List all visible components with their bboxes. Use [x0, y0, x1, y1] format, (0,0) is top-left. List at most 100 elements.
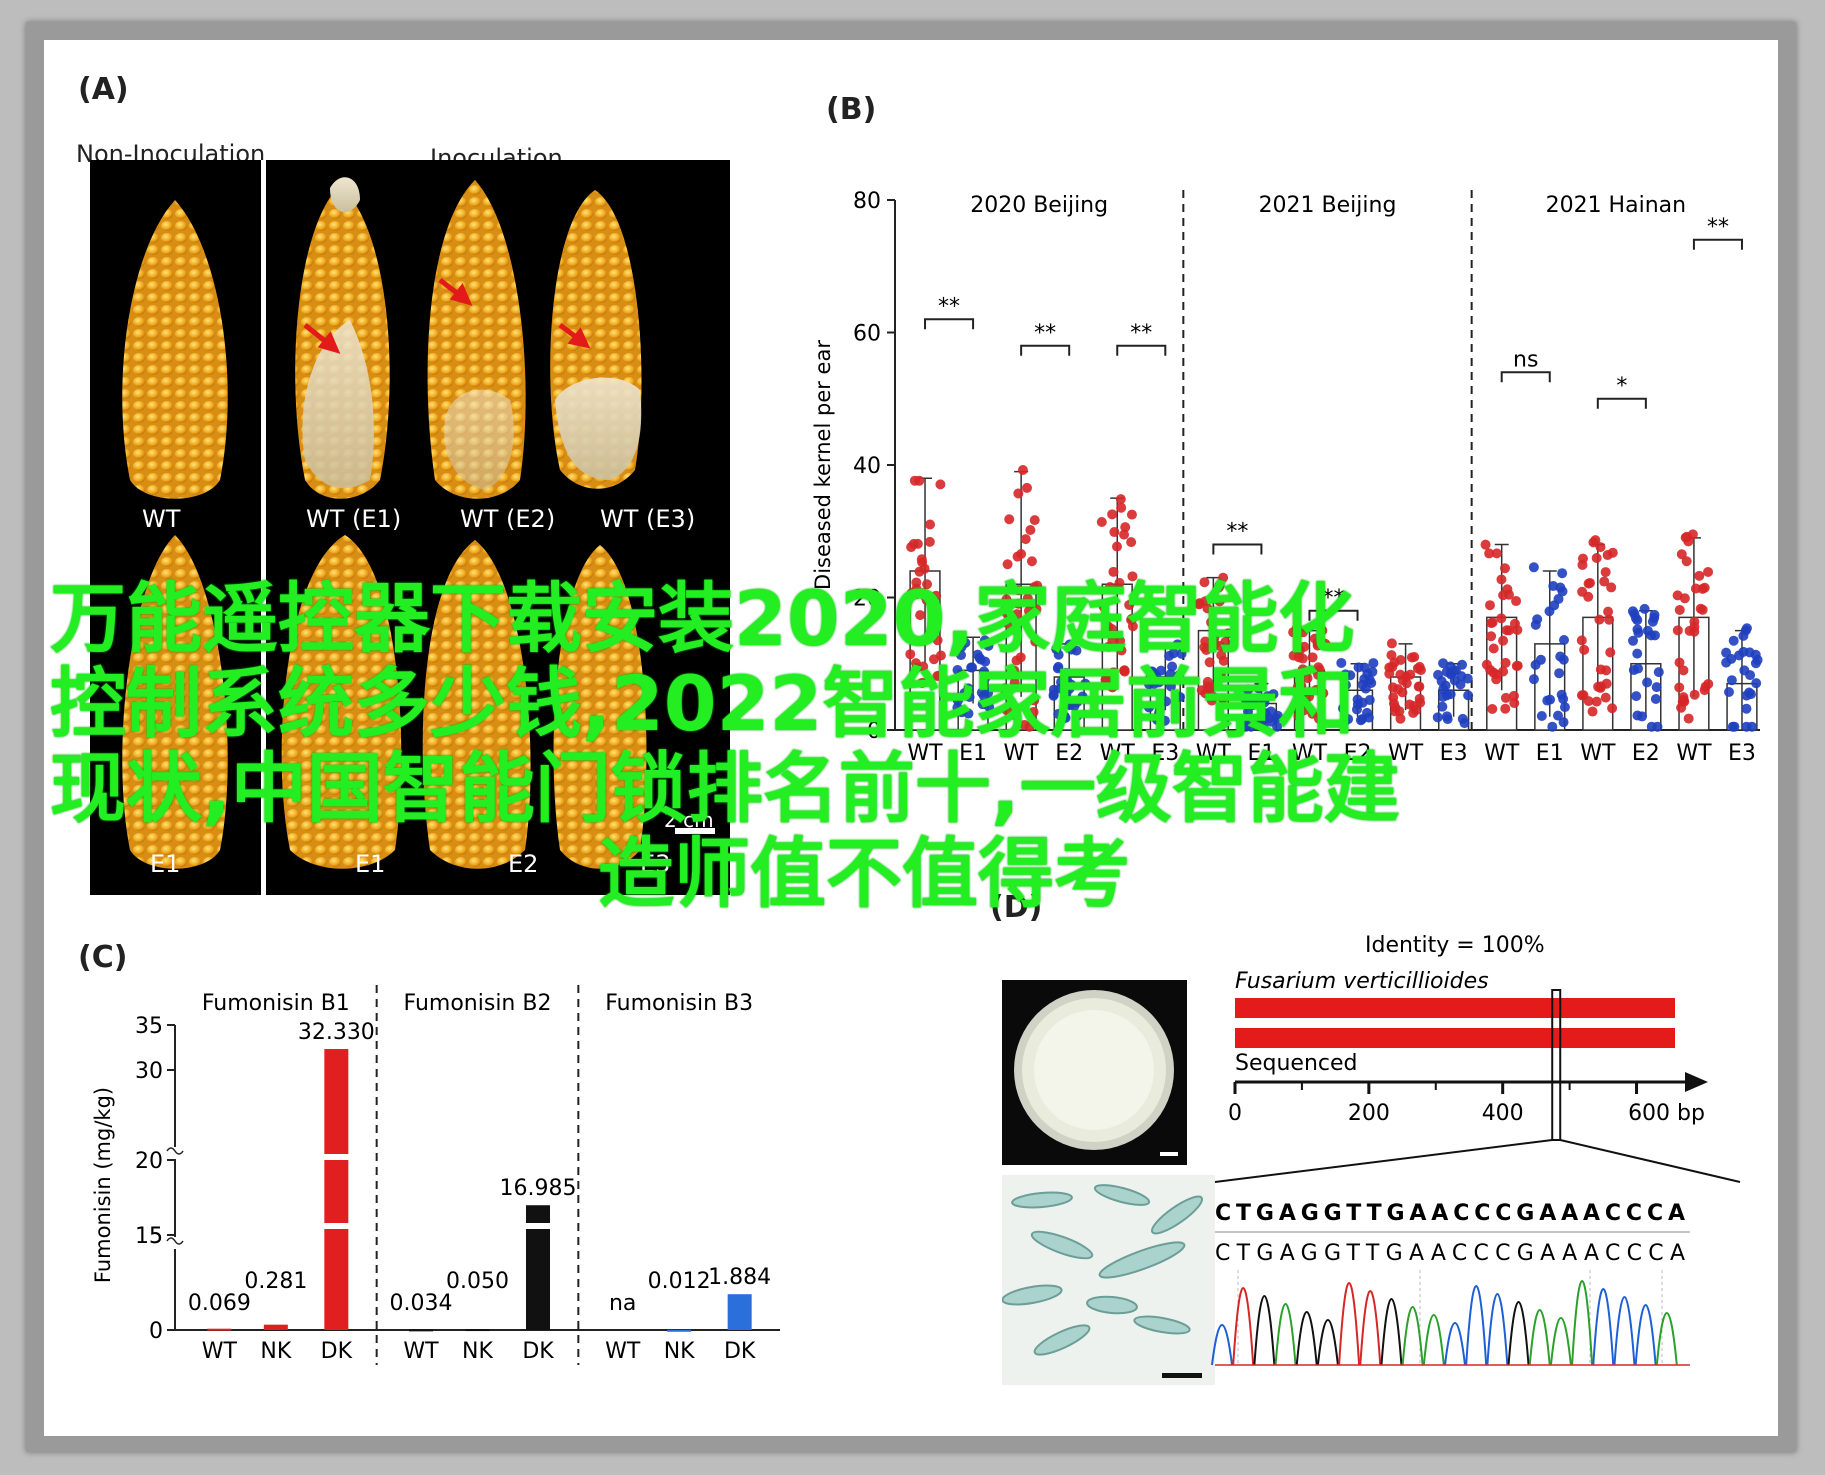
y-tick-label: 60 [853, 322, 881, 347]
y-tick-label: 20 [135, 1149, 163, 1174]
data-point [1368, 658, 1379, 669]
data-point [1297, 664, 1308, 675]
data-point [1111, 541, 1122, 552]
data-point [1217, 693, 1228, 704]
data-point [1649, 609, 1660, 620]
data-point [1028, 707, 1039, 718]
x-tick-label: E1 [959, 741, 987, 766]
data-point [1528, 674, 1539, 685]
data-point [1312, 638, 1323, 649]
data-point [1487, 703, 1498, 714]
data-point [1432, 712, 1443, 723]
data-point [956, 642, 967, 653]
data-point [1119, 665, 1130, 676]
bar-break [322, 1154, 351, 1160]
data-point [1340, 669, 1351, 680]
x-tick-label: DK [321, 1339, 353, 1364]
data-point [1165, 669, 1176, 680]
data-label: 0.050 [446, 1269, 509, 1294]
data-point [1576, 635, 1587, 646]
data-point [1026, 556, 1037, 567]
group-label: 2021 Hainan [1546, 193, 1687, 218]
chromatogram-peak [1549, 1317, 1572, 1366]
significance-label: ** [938, 294, 960, 319]
chromatogram-peak [1274, 1303, 1297, 1366]
sequenced-bar [1235, 1028, 1675, 1048]
data-point [1603, 606, 1614, 617]
data-point [1441, 690, 1452, 701]
data-point [1165, 681, 1176, 692]
data-point [1703, 678, 1714, 689]
data-point [1449, 675, 1460, 686]
data-point [1499, 563, 1510, 574]
data-point [1017, 464, 1028, 475]
data-point [1509, 698, 1520, 709]
bar [263, 1324, 288, 1330]
chromatogram-peak [1359, 1290, 1382, 1366]
x-tick-label: E2 [1344, 741, 1372, 766]
data-point [1340, 679, 1351, 690]
data-point [1012, 551, 1023, 562]
data-point [1115, 635, 1126, 646]
data-point [1364, 695, 1375, 706]
data-point [925, 519, 936, 530]
x-tick-label: E1 [1536, 741, 1564, 766]
data-point [1496, 613, 1507, 624]
data-point [1126, 509, 1137, 520]
data-point [1397, 687, 1408, 698]
data-point [1678, 692, 1689, 703]
data-point [1752, 654, 1763, 665]
corn-ear-photos [90, 160, 730, 895]
data-point [931, 590, 942, 601]
data-point [1127, 571, 1138, 582]
data-point [1002, 608, 1013, 619]
data-point [1678, 665, 1689, 676]
data-point [922, 579, 933, 590]
panel-label-c: (C) [78, 940, 128, 975]
data-point [1559, 702, 1570, 713]
data-point [1060, 668, 1071, 679]
bp-tick-label: 600 bp [1628, 1101, 1705, 1126]
data-point [1488, 643, 1499, 654]
data-point [1486, 618, 1497, 629]
data-point [1530, 619, 1541, 630]
data-point [1127, 621, 1138, 632]
data-point [1485, 664, 1496, 675]
data-point [1386, 650, 1397, 661]
data-point [1741, 703, 1752, 714]
data-point [1408, 701, 1419, 712]
data-point [1387, 682, 1398, 693]
data-point [1649, 630, 1660, 641]
data-point [1395, 669, 1406, 680]
data-point [1536, 711, 1547, 722]
chart-d-sequence-alignment: Identity = 100% Fusarium verticillioides S… [1211, 933, 1741, 1366]
data-point [1009, 677, 1020, 688]
data-point [977, 699, 988, 710]
chromatogram-peak [1232, 1287, 1255, 1366]
data-point [1480, 539, 1491, 550]
label-e3: E3 [640, 850, 671, 878]
data-point [1433, 669, 1444, 680]
data-point [1001, 594, 1012, 605]
data-point [1500, 657, 1511, 668]
data-point [1072, 710, 1083, 721]
significance-label: ** [1034, 321, 1056, 346]
data-point [1591, 552, 1602, 563]
y-tick-label: 0 [149, 1319, 163, 1344]
data-point [1697, 604, 1708, 615]
data-point [1173, 670, 1184, 681]
data-point [1446, 667, 1457, 678]
y-tick-label: 35 [135, 1014, 163, 1039]
data-point [1255, 712, 1266, 723]
bar [409, 1329, 434, 1332]
data-point [1672, 625, 1683, 636]
data-point [1031, 604, 1042, 615]
data-point [1554, 668, 1565, 679]
data-point [1106, 623, 1117, 634]
chart-c-fumonisin: 0 515 20 30 35 Fumonisin (mg/kg) Fumonisin B1 F… [91, 985, 780, 1365]
data-point [1320, 638, 1331, 649]
data-point [1547, 721, 1558, 732]
data-point [1438, 658, 1449, 669]
data-point [1023, 605, 1034, 616]
data-point [1414, 693, 1425, 704]
